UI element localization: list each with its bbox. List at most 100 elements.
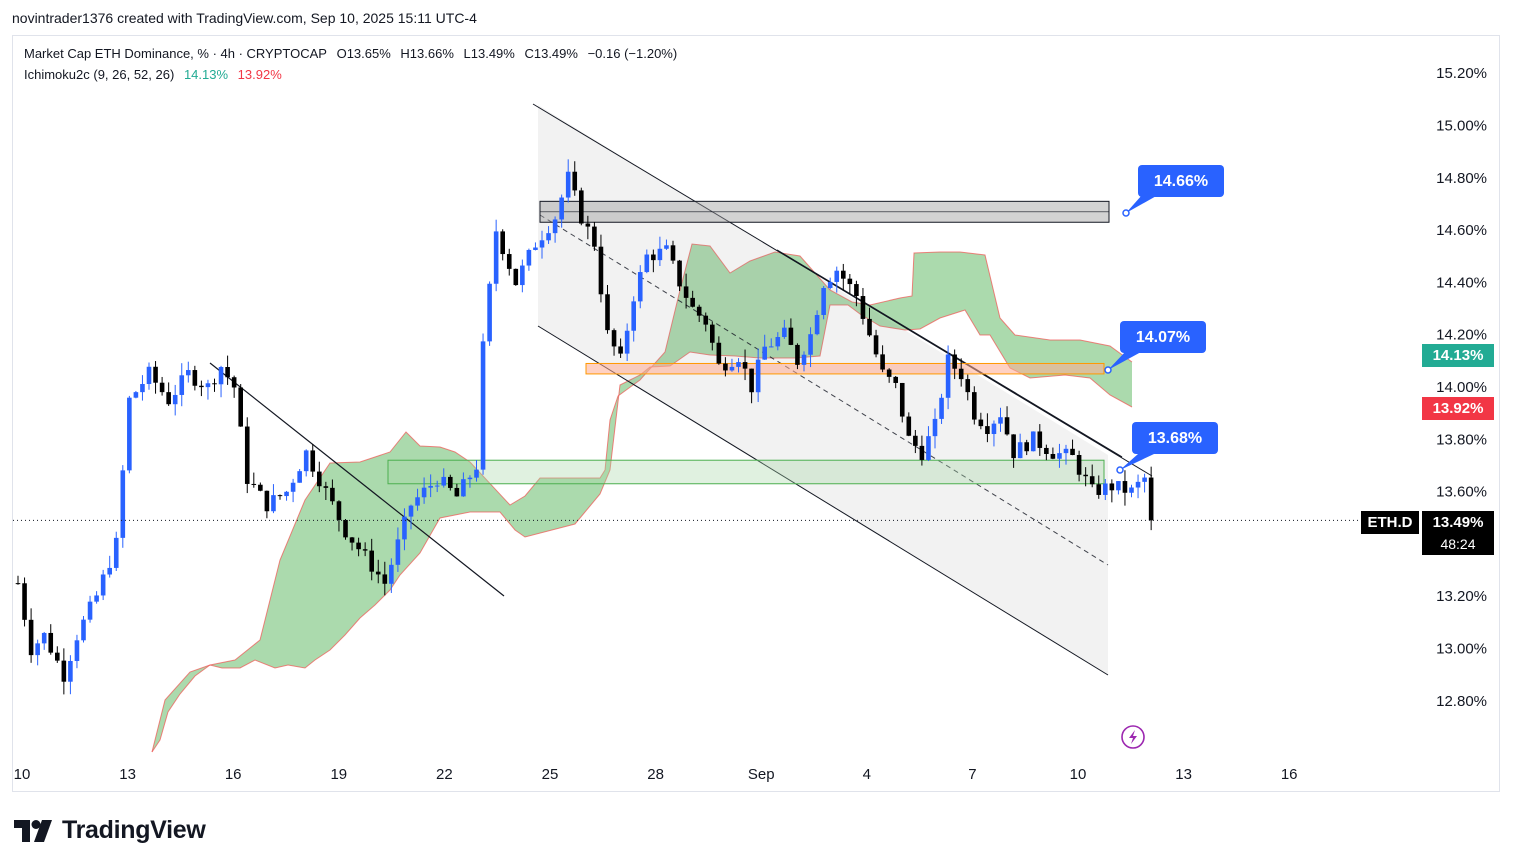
candle-body <box>1070 448 1075 456</box>
candle-body <box>585 223 591 227</box>
candle-body <box>958 368 964 380</box>
price-callout: 13.68% <box>1116 422 1218 474</box>
y-axis-tick-label: 13.20% <box>1436 588 1487 605</box>
candle-body <box>166 392 171 405</box>
candle-body <box>15 583 21 585</box>
candle-body <box>1096 484 1102 495</box>
y-axis-tick-label: 13.80% <box>1436 431 1487 448</box>
candle-body <box>264 490 270 512</box>
candle-body <box>251 483 257 485</box>
candle-body <box>448 476 453 488</box>
candle-body <box>303 450 309 472</box>
candle-body <box>1116 481 1121 491</box>
trendline-left <box>209 362 505 597</box>
indicator-legend[interactable]: Ichimoku2c (9, 26, 52, 26) 14.13% 13.92% <box>24 67 288 82</box>
candle-body <box>461 479 466 497</box>
candle-body <box>159 382 165 393</box>
candle-body <box>565 171 571 198</box>
callout-value: 14.07% <box>1136 329 1190 346</box>
candle-body <box>795 344 800 365</box>
candle-body <box>972 392 977 420</box>
candle-body <box>801 354 807 365</box>
x-axis-tick-label: 25 <box>542 766 559 783</box>
candle-body <box>841 270 846 279</box>
candle-body <box>520 265 525 286</box>
candle-body <box>755 359 761 393</box>
ichimoku-cloud <box>152 244 1132 752</box>
ichimoku-span-a <box>151 243 1133 753</box>
candle-body <box>978 419 984 427</box>
candle-body <box>873 335 879 355</box>
candle-body <box>926 436 931 460</box>
candle-body <box>913 435 918 446</box>
candle-body <box>906 416 912 436</box>
candle-body <box>768 346 774 348</box>
x-axis-tick-label: 19 <box>330 766 347 783</box>
candle-body <box>598 246 604 295</box>
candle-body <box>218 367 224 385</box>
x-axis-tick-label: 13 <box>1175 766 1192 783</box>
candle-body <box>140 384 145 393</box>
callout-box <box>1120 321 1206 353</box>
open-value: O13.65% <box>336 46 391 61</box>
price-callout: 14.07% <box>1104 321 1206 374</box>
countdown-label: 48:24 <box>1422 533 1494 555</box>
channel-upper-line <box>532 103 1153 477</box>
candle-body <box>146 366 152 385</box>
y-axis-tick-label: 14.40% <box>1436 274 1487 291</box>
candle-body <box>559 197 564 220</box>
candle-body <box>192 370 198 386</box>
y-axis-tick-label: 15.20% <box>1436 65 1487 82</box>
candle-body <box>742 362 748 369</box>
candle-body <box>788 327 794 345</box>
candle-body <box>952 354 957 369</box>
candle-body <box>74 640 80 661</box>
ichimoku-green-price-label: 14.13% <box>1422 344 1494 367</box>
candle-body <box>153 366 158 383</box>
candle-body <box>500 231 505 255</box>
low-value: L13.49% <box>463 46 515 61</box>
tradingview-logo[interactable]: TradingView <box>14 816 206 845</box>
event-lightning-icon <box>1121 725 1145 749</box>
candle-body <box>1148 477 1154 521</box>
symbol-legend[interactable]: Market Cap ETH Dominance, % · 4h · CRYPT… <box>24 46 683 61</box>
y-axis-tick-label: 14.80% <box>1436 170 1487 187</box>
candle-body <box>644 254 650 273</box>
candle-body <box>1004 417 1010 435</box>
callout-anchor-dot <box>1104 366 1112 374</box>
candle-body <box>677 260 682 287</box>
candle-body <box>847 278 853 285</box>
candle-body <box>238 387 243 427</box>
candle-body <box>356 542 361 550</box>
channel-midline <box>539 214 1109 566</box>
indicator-value-red: 13.92% <box>237 67 282 82</box>
candle-body <box>1017 442 1023 459</box>
ichimoku-red-price-label: 13.92% <box>1422 397 1494 420</box>
candle-body <box>480 341 486 470</box>
green-zone <box>387 459 1105 485</box>
x-axis-tick-label: Sep <box>748 766 775 783</box>
candle-body <box>821 287 826 315</box>
candle-body <box>539 240 545 248</box>
candle-body <box>493 231 499 284</box>
candle-body <box>258 484 263 491</box>
candle-body <box>533 247 538 250</box>
candle-body <box>330 487 335 502</box>
candle-body <box>336 501 342 520</box>
candle-body <box>349 537 355 543</box>
candle-body <box>893 376 898 383</box>
candle-body <box>651 254 656 261</box>
candle-body <box>572 171 578 191</box>
candle-body <box>775 337 781 347</box>
candle-body <box>703 315 709 325</box>
candle-body <box>61 660 67 682</box>
candle-body <box>1129 487 1134 493</box>
ichimoku-span-b <box>151 304 1133 753</box>
close-value: C13.49% <box>524 46 578 61</box>
candle-body <box>375 571 381 575</box>
candles <box>15 159 1154 695</box>
candle-body <box>408 505 414 517</box>
y-axis-tick-label: 13.60% <box>1436 484 1487 501</box>
candle-body <box>723 363 728 371</box>
